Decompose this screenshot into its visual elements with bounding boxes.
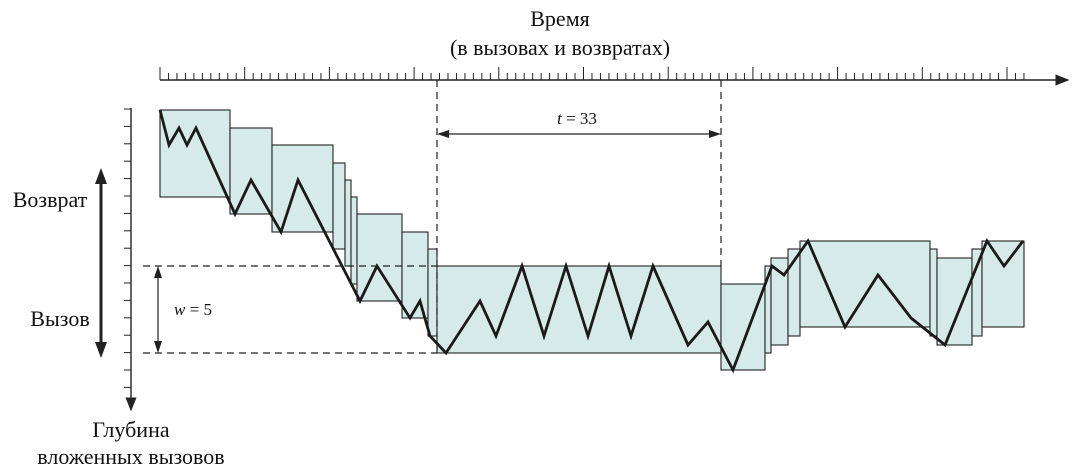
register-window bbox=[720, 283, 766, 371]
register-window bbox=[356, 213, 403, 302]
t-dimension bbox=[437, 130, 721, 138]
depth-axis bbox=[124, 108, 137, 412]
return-call-arrow bbox=[95, 168, 107, 358]
register-window bbox=[350, 196, 358, 285]
depth-axis-title-line2: вложенных вызовов bbox=[37, 444, 224, 469]
call-label: Вызов bbox=[30, 306, 89, 331]
call-return-trace bbox=[158, 109, 1025, 374]
w-label-var: w bbox=[174, 300, 186, 319]
w-label-val: = 5 bbox=[185, 300, 212, 319]
register-window bbox=[229, 127, 273, 215]
dashed-guides bbox=[143, 80, 722, 354]
depth-axis-ticks bbox=[124, 108, 131, 388]
return-label: Возврат bbox=[13, 187, 88, 212]
time-axis-ticks bbox=[159, 67, 1025, 80]
w-label: w = 5 bbox=[174, 300, 212, 319]
register-window bbox=[159, 109, 231, 198]
t-label: t = 33 bbox=[557, 109, 597, 128]
register-window bbox=[344, 179, 352, 267]
register-window bbox=[799, 240, 931, 328]
depth-axis-title-line1: Глубина bbox=[92, 417, 169, 442]
time-axis-subtitle: (в вызовах и возвратах) bbox=[450, 35, 670, 60]
register-window bbox=[332, 162, 346, 250]
t-label-var: t bbox=[557, 109, 563, 128]
register-window bbox=[936, 257, 973, 346]
t-label-val: = 33 bbox=[562, 109, 597, 128]
register-window bbox=[427, 248, 438, 337]
time-axis-title: Время bbox=[530, 6, 589, 31]
register-window bbox=[981, 240, 1025, 328]
register-window bbox=[929, 248, 938, 337]
register-window bbox=[401, 231, 429, 319]
register-windows bbox=[159, 109, 1025, 371]
w-dimension bbox=[154, 266, 162, 353]
time-axis bbox=[159, 67, 1070, 86]
